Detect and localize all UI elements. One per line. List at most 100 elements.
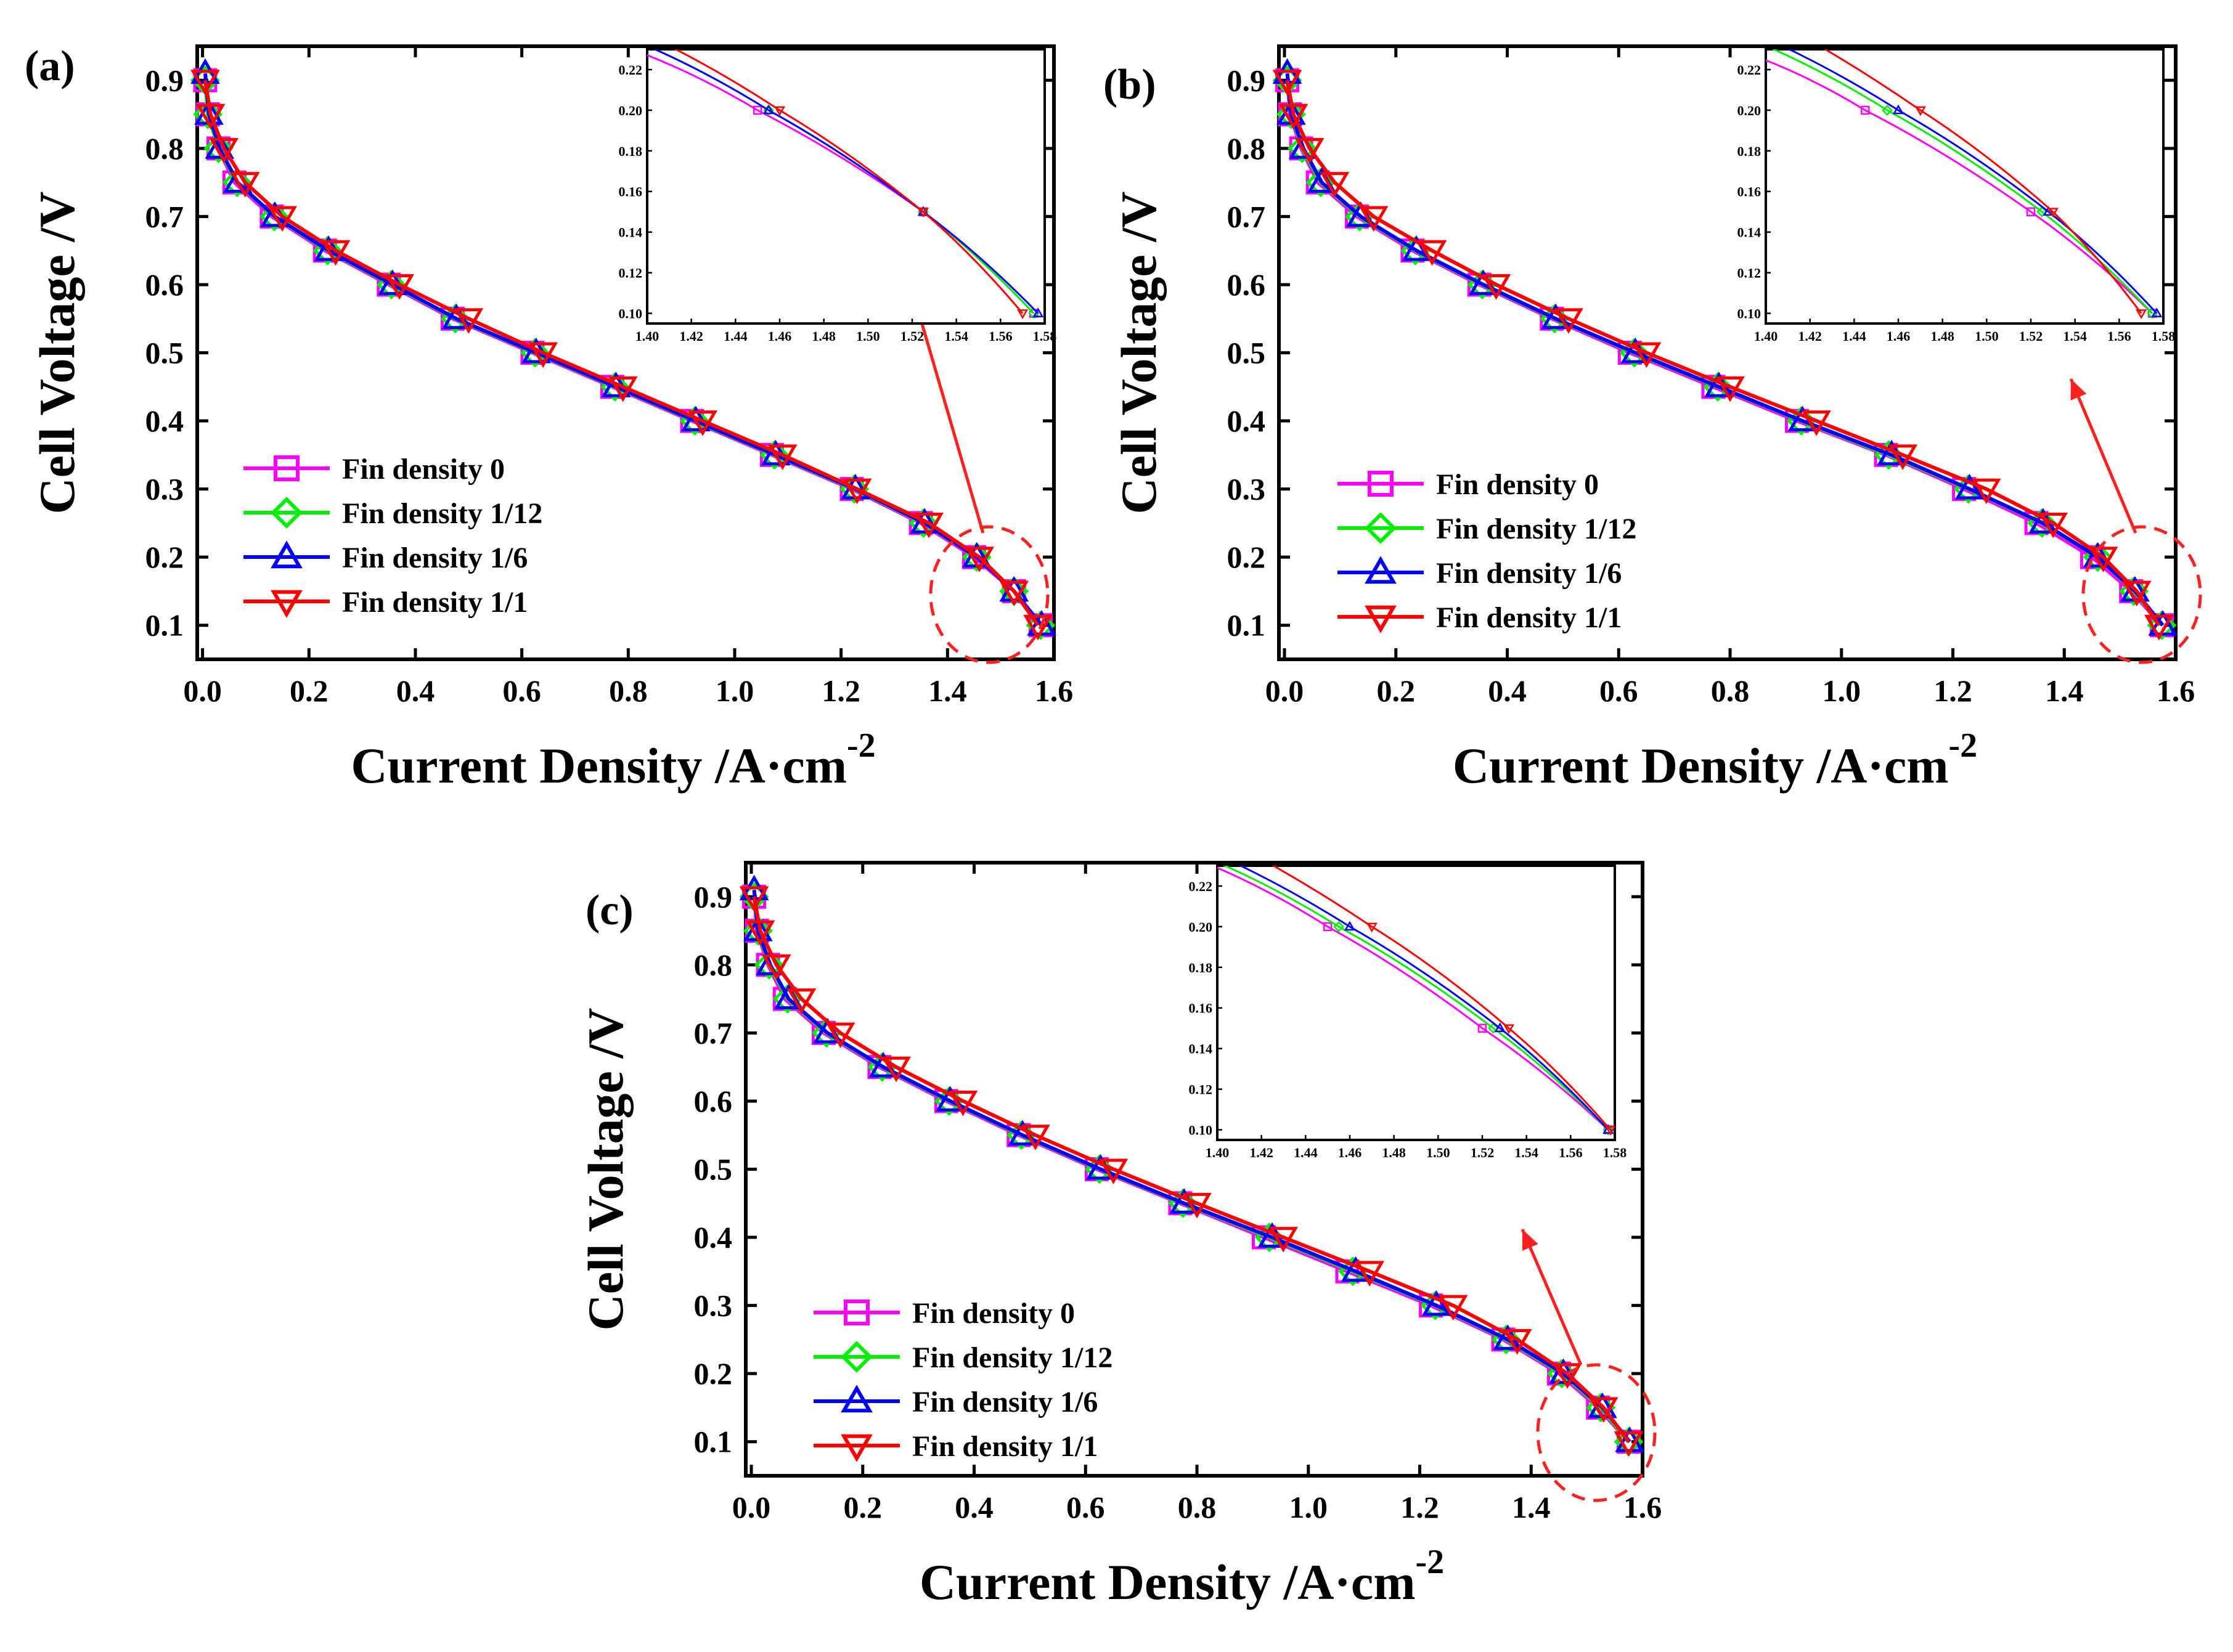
inset-y-tick-label: 0.12 (1737, 266, 1761, 281)
legend-marker (271, 540, 303, 569)
legend-item-fin-1-12: Fin density 1/12 (1337, 512, 1636, 545)
inset-data-point-fin-0 (1861, 105, 1870, 115)
inset-series-group (1217, 866, 1615, 1136)
inset-data-point-fin-1-12 (2036, 206, 2047, 218)
legend-label: Fin density 1/1 (912, 1430, 1098, 1463)
inset-series-group (1766, 49, 2163, 319)
x-axis-title-text: Current Density /A·cm (920, 1554, 1416, 1610)
inset-series-line-fin-1-1 (674, 49, 1024, 314)
inset-data-point-fin-1-12 (1602, 1124, 1614, 1136)
data-point-fin-1-1 (1888, 444, 1918, 470)
inset-series-line-fin-1-6 (1787, 49, 2158, 314)
panel-label: (b) (1103, 61, 1156, 108)
inset-y-tick-label: 0.12 (619, 266, 643, 281)
inset-y-tick-label: 0.20 (1737, 103, 1761, 118)
inset-y-tick-label: 0.14 (1737, 225, 1761, 240)
legend-item-fin-1-1: Fin density 1/1 (1337, 601, 1622, 634)
inset-data-point-fin-1-1 (1503, 1024, 1515, 1035)
x-axis-title-superscript: -2 (1416, 1543, 1445, 1581)
y-tick-label: 0.3 (145, 472, 184, 507)
inset-y-tick-label: 0.20 (619, 103, 643, 118)
data-point-fin-1-1 (1268, 1227, 1298, 1253)
data-point-fin-1-1 (1438, 1295, 1468, 1321)
y-tick-label: 0.8 (694, 948, 733, 982)
data-point-fin-1-1 (1554, 308, 1583, 334)
inset-data-point-fin-1-6 (1494, 1022, 1506, 1033)
x-tick-label: 1.6 (1035, 673, 1074, 708)
y-tick-label: 0.1 (694, 1425, 733, 1459)
inset-series-line-fin-1-12 (1222, 866, 1609, 1131)
inset-x-tick-label: 1.44 (1294, 1145, 1318, 1160)
inset-x-tick-label: 1.52 (900, 328, 925, 344)
data-point-fin-1-1 (608, 376, 638, 402)
data-point-fin-1-12 (203, 133, 234, 163)
data-point-fin-1-12 (1586, 1393, 1616, 1423)
inset-data-point-fin-1-1 (774, 106, 786, 116)
y-tick-label: 0.1 (1227, 608, 1266, 643)
inset-y-tick-label: 0.16 (1737, 184, 1761, 200)
x-axis-title-text: Current Density /A·cm (351, 738, 847, 794)
data-point-fin-1-6 (205, 133, 235, 159)
inset-x-tick-label: 1.46 (1887, 328, 1911, 344)
x-tick-label: 1.6 (2157, 673, 2195, 708)
zoom-arrow-head (1522, 1229, 1538, 1251)
y-tick-label: 0.9 (145, 63, 184, 97)
inset-plot: 1.40 1.42 1.44 1.46 1.48 1.50 1.52 1.54 1.56 1.58… (619, 48, 1056, 344)
inset-data-point-fin-1-1 (1914, 106, 1926, 116)
zoom-arrow-head (2070, 379, 2087, 401)
data-point-fin-1-1 (320, 240, 351, 266)
x-tick-label: 0.8 (1711, 673, 1750, 708)
data-point-fin-1-1 (1320, 172, 1350, 198)
inset-x-tick-label: 1.56 (1559, 1145, 1583, 1160)
legend-item-fin-0: Fin density 0 (1337, 468, 1599, 501)
inset-data-point-fin-1-12 (1882, 104, 1893, 116)
data-point-fin-1-1 (1294, 137, 1325, 164)
x-tick-label: 0.0 (732, 1490, 771, 1524)
chart-panel-c: (c) 0.0 0.2 0.4 0.6 0.8 1.0 1.2 1.4 1.6 0.1 0.2 0.3 0… (578, 861, 1662, 1610)
x-tick-label: 1.0 (1823, 673, 1861, 708)
legend-marker (1365, 512, 1397, 544)
legend-item-fin-1-6: Fin density 1/6 (1337, 556, 1622, 590)
inset-x-tick-label: 1.40 (1206, 1145, 1230, 1160)
inset-x-tick-label: 1.58 (1603, 1145, 1627, 1160)
x-tick-label: 0.2 (844, 1490, 883, 1524)
y-tick-label: 0.2 (694, 1356, 733, 1391)
data-point-fin-1-1 (1417, 240, 1447, 266)
x-tick-label: 1.4 (2045, 673, 2084, 708)
inset-x-tick-label: 1.42 (679, 328, 703, 344)
data-point-fin-1-1 (2038, 512, 2068, 539)
legend-item-fin-0: Fin density 0 (814, 1297, 1075, 1330)
y-axis-title: Cell Voltage /V (1111, 192, 1167, 515)
y-tick-label: 0.2 (145, 540, 184, 574)
zoom-region-circle (2081, 525, 2202, 664)
inset-y-tick-label: 0.18 (1737, 144, 1761, 159)
data-point-fin-1-1 (745, 920, 775, 946)
x-tick-label: 1.4 (1512, 1490, 1551, 1524)
inset-frame (646, 48, 1046, 325)
legend-label: Fin density 1/6 (912, 1386, 1098, 1418)
data-point-fin-1-1 (1182, 1192, 1212, 1219)
legend-marker (844, 1300, 870, 1325)
inset-data-point-fin-0 (753, 105, 762, 115)
inset-x-tick-label: 1.56 (2107, 328, 2131, 344)
inset-y-tick-label: 0.10 (1737, 306, 1761, 322)
data-point-fin-1-12 (754, 950, 784, 980)
x-tick-label: 1.0 (716, 673, 754, 708)
legend-label: Fin density 1/1 (1436, 601, 1622, 634)
data-point-fin-1-1 (688, 410, 718, 436)
x-tick-label: 0.6 (502, 673, 541, 708)
data-point-fin-1-1 (842, 478, 872, 505)
x-tick-label: 1.2 (822, 673, 860, 708)
legend-marker (1368, 471, 1394, 497)
data-point-fin-1-1 (1553, 1363, 1582, 1389)
data-point-fin-1-1 (528, 342, 558, 368)
data-point-fin-1-12 (772, 984, 802, 1014)
panel-label: (a) (25, 43, 75, 90)
inset-x-tick-label: 1.54 (1514, 1145, 1538, 1160)
y-tick-label: 0.5 (1227, 336, 1266, 370)
data-point-fin-1-1 (767, 444, 798, 470)
y-tick-label: 0.2 (1227, 540, 1266, 574)
inset-x-tick-label: 1.54 (2063, 328, 2087, 344)
data-point-fin-1-1 (195, 104, 226, 130)
